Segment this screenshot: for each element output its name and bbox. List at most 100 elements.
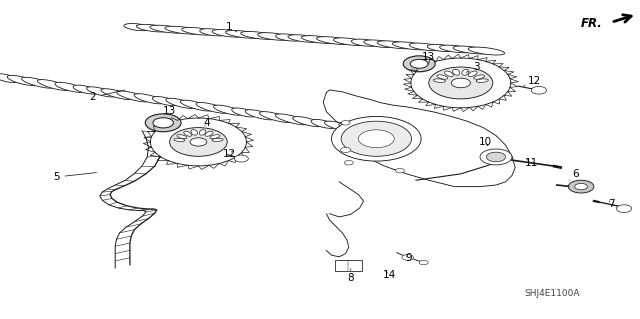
Ellipse shape bbox=[245, 110, 275, 120]
Text: 7: 7 bbox=[608, 199, 614, 209]
Ellipse shape bbox=[101, 89, 134, 100]
Circle shape bbox=[396, 168, 404, 173]
Circle shape bbox=[170, 128, 227, 156]
Circle shape bbox=[419, 260, 428, 265]
Ellipse shape bbox=[134, 94, 164, 104]
Ellipse shape bbox=[116, 91, 150, 102]
Ellipse shape bbox=[7, 75, 37, 85]
Ellipse shape bbox=[150, 25, 186, 33]
Ellipse shape bbox=[212, 138, 223, 142]
Ellipse shape bbox=[301, 36, 338, 44]
Text: 1: 1 bbox=[226, 22, 237, 32]
Circle shape bbox=[340, 147, 351, 152]
Circle shape bbox=[153, 118, 173, 128]
Ellipse shape bbox=[474, 75, 484, 79]
Ellipse shape bbox=[324, 121, 355, 131]
Ellipse shape bbox=[22, 77, 54, 88]
Ellipse shape bbox=[37, 79, 70, 91]
Ellipse shape bbox=[225, 30, 262, 38]
Ellipse shape bbox=[428, 44, 454, 51]
Ellipse shape bbox=[212, 30, 245, 37]
Circle shape bbox=[480, 149, 512, 165]
Circle shape bbox=[411, 58, 511, 108]
Ellipse shape bbox=[462, 69, 469, 75]
Ellipse shape bbox=[452, 69, 460, 75]
Circle shape bbox=[358, 130, 394, 148]
Ellipse shape bbox=[184, 131, 192, 136]
Text: 8: 8 bbox=[348, 269, 354, 283]
Text: 4: 4 bbox=[204, 118, 210, 128]
Ellipse shape bbox=[440, 45, 472, 53]
Text: 2: 2 bbox=[90, 90, 125, 102]
Ellipse shape bbox=[0, 74, 19, 83]
Text: 11: 11 bbox=[525, 158, 538, 168]
Ellipse shape bbox=[196, 102, 229, 113]
Text: 12: 12 bbox=[524, 76, 541, 86]
Circle shape bbox=[341, 121, 412, 156]
Ellipse shape bbox=[410, 43, 442, 51]
Ellipse shape bbox=[433, 79, 445, 82]
Circle shape bbox=[402, 255, 413, 260]
Ellipse shape bbox=[468, 71, 477, 77]
Ellipse shape bbox=[259, 112, 292, 122]
Ellipse shape bbox=[205, 131, 213, 136]
Ellipse shape bbox=[476, 79, 488, 82]
Ellipse shape bbox=[311, 119, 336, 129]
Ellipse shape bbox=[180, 100, 213, 111]
Text: 10: 10 bbox=[479, 137, 492, 147]
Ellipse shape bbox=[392, 42, 429, 50]
Ellipse shape bbox=[177, 135, 187, 139]
Circle shape bbox=[190, 138, 207, 146]
Text: 3: 3 bbox=[466, 62, 480, 72]
Circle shape bbox=[451, 78, 470, 88]
Circle shape bbox=[486, 152, 506, 162]
Ellipse shape bbox=[339, 123, 372, 134]
Ellipse shape bbox=[317, 37, 353, 45]
Text: 13: 13 bbox=[422, 52, 435, 62]
Circle shape bbox=[531, 86, 547, 94]
Ellipse shape bbox=[351, 39, 379, 46]
Ellipse shape bbox=[136, 24, 169, 32]
Ellipse shape bbox=[288, 35, 321, 42]
Circle shape bbox=[145, 114, 181, 132]
Text: 6: 6 bbox=[570, 169, 579, 180]
Ellipse shape bbox=[232, 108, 257, 117]
Ellipse shape bbox=[292, 116, 323, 127]
Ellipse shape bbox=[468, 47, 504, 55]
Circle shape bbox=[575, 183, 588, 190]
Circle shape bbox=[429, 67, 493, 99]
Ellipse shape bbox=[73, 85, 99, 94]
Circle shape bbox=[568, 180, 594, 193]
Ellipse shape bbox=[210, 135, 220, 139]
Text: 12: 12 bbox=[223, 149, 236, 159]
Ellipse shape bbox=[241, 32, 277, 39]
Circle shape bbox=[344, 160, 353, 165]
Ellipse shape bbox=[453, 46, 490, 54]
Text: 9: 9 bbox=[405, 253, 412, 263]
Bar bbox=[335, 260, 362, 271]
Circle shape bbox=[332, 116, 421, 161]
Ellipse shape bbox=[173, 138, 185, 142]
Circle shape bbox=[403, 56, 435, 72]
Circle shape bbox=[410, 59, 428, 68]
Text: 5: 5 bbox=[53, 172, 97, 182]
Text: 14: 14 bbox=[383, 270, 396, 280]
Ellipse shape bbox=[191, 130, 198, 135]
Ellipse shape bbox=[445, 71, 453, 77]
Ellipse shape bbox=[437, 75, 448, 79]
Circle shape bbox=[234, 155, 248, 162]
Ellipse shape bbox=[213, 105, 243, 115]
Ellipse shape bbox=[258, 33, 291, 40]
Ellipse shape bbox=[182, 27, 214, 35]
Text: FR.: FR. bbox=[581, 18, 603, 30]
Text: SHJ4E1100A: SHJ4E1100A bbox=[524, 289, 579, 298]
Ellipse shape bbox=[152, 97, 178, 106]
Ellipse shape bbox=[165, 26, 201, 34]
Ellipse shape bbox=[199, 130, 206, 135]
Ellipse shape bbox=[124, 24, 151, 31]
Circle shape bbox=[341, 121, 350, 125]
Ellipse shape bbox=[166, 98, 196, 108]
Ellipse shape bbox=[377, 41, 413, 49]
Ellipse shape bbox=[55, 82, 85, 93]
Ellipse shape bbox=[86, 87, 116, 97]
